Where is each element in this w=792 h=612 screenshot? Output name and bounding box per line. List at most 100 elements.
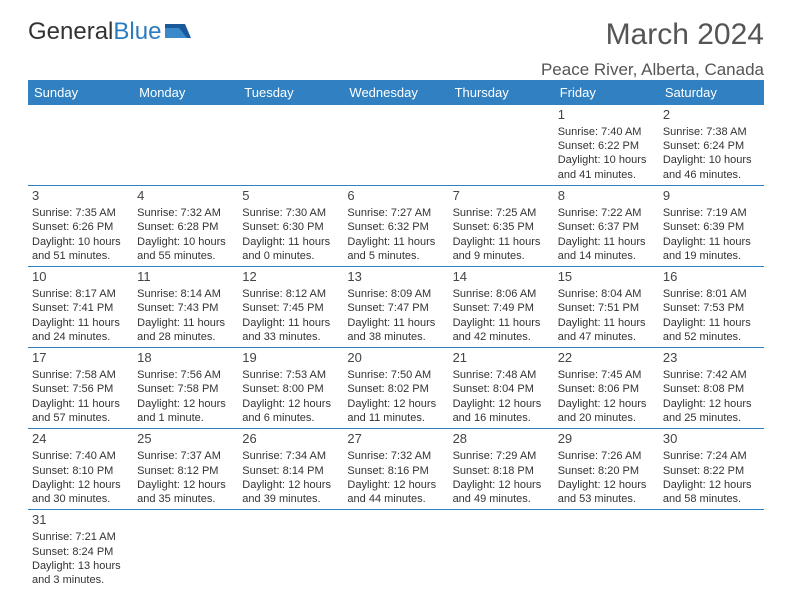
- sunrise-text: Sunrise: 7:21 AM: [32, 530, 129, 544]
- sunset-text: Sunset: 7:51 PM: [558, 301, 655, 315]
- daylight-text: and 28 minutes.: [137, 330, 234, 344]
- sunset-text: Sunset: 7:41 PM: [32, 301, 129, 315]
- daylight-text: Daylight: 13 hours: [32, 559, 129, 573]
- sunset-text: Sunset: 8:12 PM: [137, 464, 234, 478]
- week-row: 10Sunrise: 8:17 AMSunset: 7:41 PMDayligh…: [28, 267, 764, 348]
- day-number: 26: [242, 431, 339, 448]
- daylight-text: Daylight: 12 hours: [32, 478, 129, 492]
- daylight-text: Daylight: 11 hours: [32, 316, 129, 330]
- day-number: 10: [32, 269, 129, 286]
- day-number: 28: [453, 431, 550, 448]
- sunset-text: Sunset: 8:04 PM: [453, 382, 550, 396]
- daylight-text: and 25 minutes.: [663, 411, 760, 425]
- sunset-text: Sunset: 7:56 PM: [32, 382, 129, 396]
- day-number: 14: [453, 269, 550, 286]
- day-number: 7: [453, 188, 550, 205]
- sunrise-text: Sunrise: 7:26 AM: [558, 449, 655, 463]
- daylight-text: and 41 minutes.: [558, 168, 655, 182]
- sunrise-text: Sunrise: 7:50 AM: [347, 368, 444, 382]
- daylight-text: and 53 minutes.: [558, 492, 655, 506]
- calendar-table: Sunday Monday Tuesday Wednesday Thursday…: [28, 80, 764, 590]
- day-cell: 26Sunrise: 7:34 AMSunset: 8:14 PMDayligh…: [238, 429, 343, 510]
- day-cell: 24Sunrise: 7:40 AMSunset: 8:10 PMDayligh…: [28, 429, 133, 510]
- sunrise-text: Sunrise: 7:38 AM: [663, 125, 760, 139]
- daylight-text: Daylight: 10 hours: [558, 153, 655, 167]
- sunset-text: Sunset: 6:22 PM: [558, 139, 655, 153]
- day-cell: 20Sunrise: 7:50 AMSunset: 8:02 PMDayligh…: [343, 348, 448, 429]
- day-cell: [28, 105, 133, 186]
- day-number: 29: [558, 431, 655, 448]
- daylight-text: and 39 minutes.: [242, 492, 339, 506]
- month-title: March 2024: [606, 18, 764, 52]
- day-number: 2: [663, 107, 760, 124]
- day-cell: 30Sunrise: 7:24 AMSunset: 8:22 PMDayligh…: [659, 429, 764, 510]
- day-number: 24: [32, 431, 129, 448]
- daylight-text: and 6 minutes.: [242, 411, 339, 425]
- day-cell: 9Sunrise: 7:19 AMSunset: 6:39 PMDaylight…: [659, 186, 764, 267]
- daylight-text: and 24 minutes.: [32, 330, 129, 344]
- sunrise-text: Sunrise: 7:30 AM: [242, 206, 339, 220]
- sunset-text: Sunset: 8:22 PM: [663, 464, 760, 478]
- weekday-header-row: Sunday Monday Tuesday Wednesday Thursday…: [28, 80, 764, 105]
- day-cell: [554, 510, 659, 591]
- day-cell: 31Sunrise: 7:21 AMSunset: 8:24 PMDayligh…: [28, 510, 133, 591]
- day-cell: 2Sunrise: 7:38 AMSunset: 6:24 PMDaylight…: [659, 105, 764, 186]
- day-number: 16: [663, 269, 760, 286]
- daylight-text: and 1 minute.: [137, 411, 234, 425]
- day-cell: 29Sunrise: 7:26 AMSunset: 8:20 PMDayligh…: [554, 429, 659, 510]
- week-row: 1Sunrise: 7:40 AMSunset: 6:22 PMDaylight…: [28, 105, 764, 186]
- day-cell: 21Sunrise: 7:48 AMSunset: 8:04 PMDayligh…: [449, 348, 554, 429]
- daylight-text: Daylight: 11 hours: [453, 235, 550, 249]
- day-number: 3: [32, 188, 129, 205]
- sunset-text: Sunset: 8:10 PM: [32, 464, 129, 478]
- daylight-text: Daylight: 12 hours: [453, 397, 550, 411]
- day-number: 13: [347, 269, 444, 286]
- col-monday: Monday: [133, 80, 238, 105]
- sunrise-text: Sunrise: 8:01 AM: [663, 287, 760, 301]
- daylight-text: Daylight: 10 hours: [663, 153, 760, 167]
- daylight-text: and 11 minutes.: [347, 411, 444, 425]
- sunrise-text: Sunrise: 7:19 AM: [663, 206, 760, 220]
- daylight-text: Daylight: 12 hours: [137, 397, 234, 411]
- day-number: 23: [663, 350, 760, 367]
- sunrise-text: Sunrise: 7:58 AM: [32, 368, 129, 382]
- daylight-text: and 58 minutes.: [663, 492, 760, 506]
- day-cell: [449, 510, 554, 591]
- sunset-text: Sunset: 8:00 PM: [242, 382, 339, 396]
- day-number: 15: [558, 269, 655, 286]
- sunset-text: Sunset: 8:02 PM: [347, 382, 444, 396]
- sunrise-text: Sunrise: 8:09 AM: [347, 287, 444, 301]
- sunset-text: Sunset: 8:20 PM: [558, 464, 655, 478]
- col-thursday: Thursday: [449, 80, 554, 105]
- logo-text-2: Blue: [113, 18, 161, 46]
- daylight-text: Daylight: 11 hours: [32, 397, 129, 411]
- day-cell: 19Sunrise: 7:53 AMSunset: 8:00 PMDayligh…: [238, 348, 343, 429]
- day-number: 21: [453, 350, 550, 367]
- daylight-text: and 46 minutes.: [663, 168, 760, 182]
- day-number: 12: [242, 269, 339, 286]
- day-cell: 14Sunrise: 8:06 AMSunset: 7:49 PMDayligh…: [449, 267, 554, 348]
- location: Peace River, Alberta, Canada: [28, 60, 764, 80]
- day-number: 17: [32, 350, 129, 367]
- sunrise-text: Sunrise: 7:32 AM: [137, 206, 234, 220]
- daylight-text: and 19 minutes.: [663, 249, 760, 263]
- day-cell: [343, 105, 448, 186]
- day-cell: 16Sunrise: 8:01 AMSunset: 7:53 PMDayligh…: [659, 267, 764, 348]
- sunrise-text: Sunrise: 8:04 AM: [558, 287, 655, 301]
- sunset-text: Sunset: 6:32 PM: [347, 220, 444, 234]
- daylight-text: and 35 minutes.: [137, 492, 234, 506]
- sunrise-text: Sunrise: 7:40 AM: [558, 125, 655, 139]
- day-cell: 5Sunrise: 7:30 AMSunset: 6:30 PMDaylight…: [238, 186, 343, 267]
- sunset-text: Sunset: 6:39 PM: [663, 220, 760, 234]
- day-number: 18: [137, 350, 234, 367]
- daylight-text: Daylight: 11 hours: [242, 235, 339, 249]
- sunrise-text: Sunrise: 7:56 AM: [137, 368, 234, 382]
- page: GeneralBlue March 2024 Peace River, Albe…: [0, 0, 792, 612]
- sunrise-text: Sunrise: 8:06 AM: [453, 287, 550, 301]
- day-cell: [343, 510, 448, 591]
- daylight-text: and 52 minutes.: [663, 330, 760, 344]
- daylight-text: and 44 minutes.: [347, 492, 444, 506]
- day-cell: 18Sunrise: 7:56 AMSunset: 7:58 PMDayligh…: [133, 348, 238, 429]
- daylight-text: and 47 minutes.: [558, 330, 655, 344]
- logo-text-1: General: [28, 18, 113, 46]
